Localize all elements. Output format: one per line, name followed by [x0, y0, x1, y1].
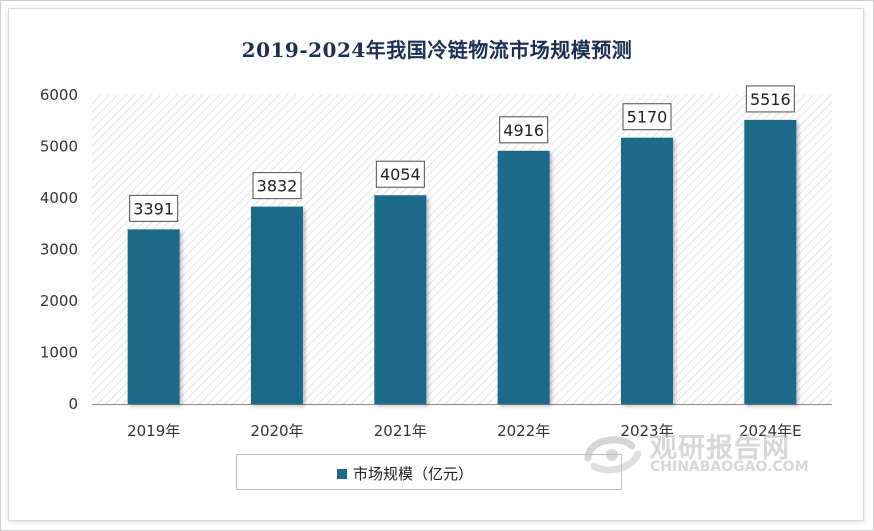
data-label: 4916: [503, 121, 544, 140]
x-tick-label: 2019年: [127, 422, 180, 440]
data-label: 3832: [257, 177, 298, 196]
data-label: 4054: [380, 165, 421, 184]
data-label: 3391: [133, 199, 174, 218]
legend-swatch: [337, 469, 347, 479]
watermark: 观研报告网 CHINABAOGAO.COM: [580, 426, 840, 482]
x-tick-label: 2023年: [620, 422, 673, 440]
data-label-box: [499, 116, 549, 144]
y-tick-label: 0: [68, 395, 78, 413]
data-label: 5516: [750, 90, 791, 109]
y-tick-label: 2000: [40, 292, 78, 310]
y-tick-label: 3000: [40, 241, 78, 259]
watermark-en: CHINABAOGAO.COM: [650, 459, 809, 475]
watermark-cn: 观研报告网: [650, 433, 790, 464]
data-label-box: [129, 194, 179, 222]
legend: 市场规模（亿元）: [236, 454, 622, 490]
bar: [127, 229, 180, 404]
y-tick-label: 4000: [40, 189, 78, 207]
data-label-box: [375, 160, 425, 188]
y-tick-label: 1000: [40, 344, 78, 362]
bar: [374, 195, 427, 404]
x-tick-label: 2020年: [250, 422, 303, 440]
plot-area: [92, 95, 832, 404]
x-tick-label: 2021年: [374, 422, 427, 440]
y-tick-label: 5000: [40, 138, 78, 156]
chart-title: 2019-2024年我国冷链物流市场规模预测: [241, 38, 633, 62]
x-tick-label: 2022年: [497, 422, 550, 440]
bar: [744, 119, 797, 405]
data-label: 5170: [627, 108, 668, 127]
data-label-box: [622, 103, 672, 131]
y-tick-label: 6000: [40, 86, 78, 104]
data-label-box: [745, 85, 795, 113]
bar: [497, 150, 550, 404]
bar: [621, 137, 673, 404]
legend-label: 市场规模（亿元）: [353, 465, 474, 483]
bar: [251, 206, 303, 404]
x-tick-label: 2024年E: [739, 422, 802, 440]
watermark-logo-icon: [584, 436, 642, 474]
data-label-box: [252, 172, 302, 200]
